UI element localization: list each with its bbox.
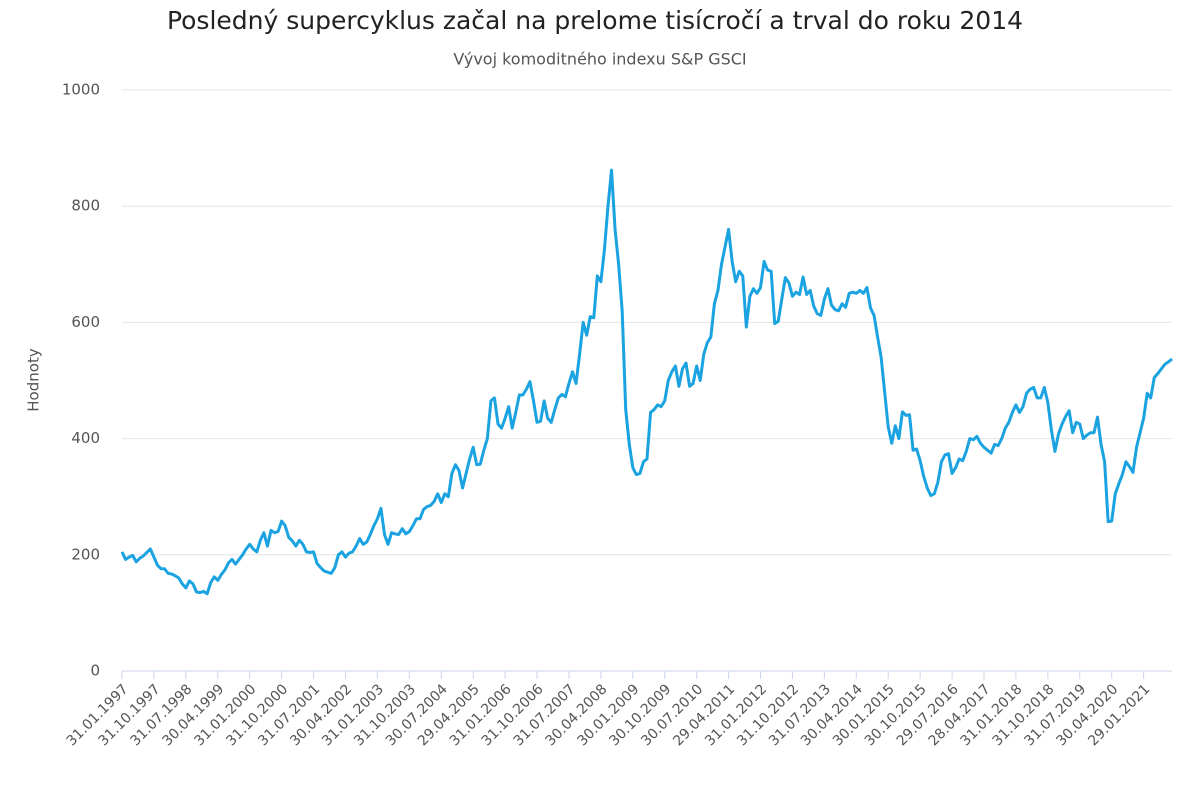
chart-title: Posledný supercyklus začal na prelome ti… <box>167 6 1023 35</box>
y-axis-title: Hodnoty <box>25 348 43 412</box>
y-tick-label: 600 <box>71 313 100 331</box>
chart-subtitle: Vývoj komoditného indexu S&P GSCI <box>453 50 746 69</box>
y-tick-label: 200 <box>71 545 100 563</box>
y-tick-label: 800 <box>71 197 100 215</box>
line-series <box>120 168 1173 596</box>
y-tick-label: 1000 <box>62 81 100 99</box>
y-tick-label: 400 <box>71 429 100 447</box>
y-tick-label: 0 <box>90 662 100 680</box>
